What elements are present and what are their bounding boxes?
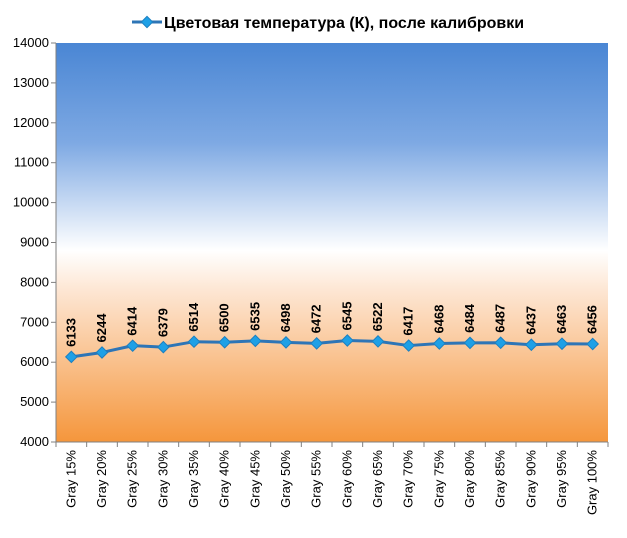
data-label: 6463 bbox=[554, 305, 569, 334]
y-tick-label: 10000 bbox=[13, 195, 49, 210]
y-tick-label: 4000 bbox=[20, 434, 49, 449]
data-point bbox=[156, 340, 170, 354]
data-point bbox=[218, 335, 232, 349]
data-point bbox=[340, 334, 354, 347]
data-point bbox=[494, 336, 508, 350]
data-point bbox=[463, 336, 477, 350]
x-tick-label: Gray 60% bbox=[339, 450, 354, 508]
legend-diamond-marker bbox=[140, 15, 154, 29]
data-label: 6456 bbox=[585, 305, 600, 334]
y-tick-label: 5000 bbox=[20, 394, 49, 409]
data-point bbox=[432, 337, 446, 350]
data-point bbox=[524, 338, 538, 352]
x-tick-label: Gray 20% bbox=[94, 450, 109, 508]
x-tick-label: Gray 80% bbox=[462, 450, 477, 508]
x-tick-label: Gray 45% bbox=[247, 450, 262, 508]
data-label: 6498 bbox=[278, 303, 293, 332]
y-tick-label: 12000 bbox=[13, 115, 49, 130]
x-tick-label: Gray 75% bbox=[431, 450, 446, 508]
x-tick-label: Gray 100% bbox=[585, 450, 600, 515]
data-labels: 6133 6244 6414 6379 6514 6500 6535 6498 6472 6545… bbox=[63, 302, 599, 347]
x-tick-label: Gray 15% bbox=[63, 450, 78, 508]
x-axis: Gray 15% Gray 20% Gray 25% Gray 30% Gray 35%… bbox=[55, 441, 609, 515]
data-label: 6522 bbox=[370, 302, 385, 331]
data-label: 6472 bbox=[309, 304, 324, 333]
y-tick-label: 14000 bbox=[13, 35, 49, 50]
data-label: 6487 bbox=[493, 304, 508, 333]
data-point bbox=[95, 346, 109, 359]
data-label: 6244 bbox=[94, 313, 109, 343]
x-tick-label: Gray 95% bbox=[554, 450, 569, 508]
y-tick-label: 11000 bbox=[14, 155, 49, 170]
data-label: 6379 bbox=[155, 308, 170, 337]
legend-label: Цветовая температура (К), после калибров… bbox=[164, 15, 524, 32]
data-point bbox=[402, 339, 416, 352]
x-tick-label: Gray 50% bbox=[278, 450, 293, 508]
data-point bbox=[187, 335, 201, 349]
x-tick-label: Gray 55% bbox=[309, 450, 324, 508]
x-tick-label: Gray 25% bbox=[125, 450, 140, 508]
y-tick-label: 6000 bbox=[20, 354, 49, 369]
data-point bbox=[279, 335, 293, 349]
data-label: 6468 bbox=[431, 305, 446, 334]
data-label: 6437 bbox=[523, 306, 538, 335]
x-tick-label: Gray 90% bbox=[523, 450, 538, 508]
data-label: 6545 bbox=[339, 302, 354, 331]
data-point bbox=[64, 350, 78, 364]
data-point bbox=[586, 337, 600, 351]
data-point bbox=[371, 335, 385, 348]
series-line bbox=[64, 334, 600, 364]
x-tick-label: Gray 35% bbox=[186, 450, 201, 508]
data-label: 6535 bbox=[247, 302, 262, 331]
x-tick-label: Gray 65% bbox=[370, 450, 385, 508]
data-point bbox=[310, 337, 324, 350]
data-label: 6414 bbox=[125, 306, 140, 336]
y-axis: 4000 5000 6000 7000 8000 9000 10000 11000 12000 1… bbox=[13, 35, 57, 449]
data-label: 6500 bbox=[217, 303, 232, 332]
data-label: 6417 bbox=[401, 307, 416, 336]
data-point bbox=[555, 337, 569, 351]
legend: Цветовая температура (К), после калибров… bbox=[132, 15, 524, 32]
y-tick-label: 13000 bbox=[13, 75, 49, 90]
x-tick-label: Gray 30% bbox=[155, 450, 170, 508]
data-point bbox=[126, 339, 140, 353]
y-tick-label: 7000 bbox=[20, 314, 49, 329]
data-label: 6514 bbox=[186, 302, 201, 332]
data-label: 6133 bbox=[63, 318, 78, 347]
y-tick-label: 8000 bbox=[20, 274, 49, 289]
y-tick-label: 9000 bbox=[20, 235, 49, 250]
plot-area bbox=[56, 43, 608, 442]
x-tick-label: Gray 40% bbox=[217, 450, 232, 508]
x-tick-label: Gray 85% bbox=[493, 450, 508, 508]
data-point bbox=[248, 334, 262, 348]
x-tick-label: Gray 70% bbox=[401, 450, 416, 508]
data-label: 6484 bbox=[462, 303, 477, 333]
